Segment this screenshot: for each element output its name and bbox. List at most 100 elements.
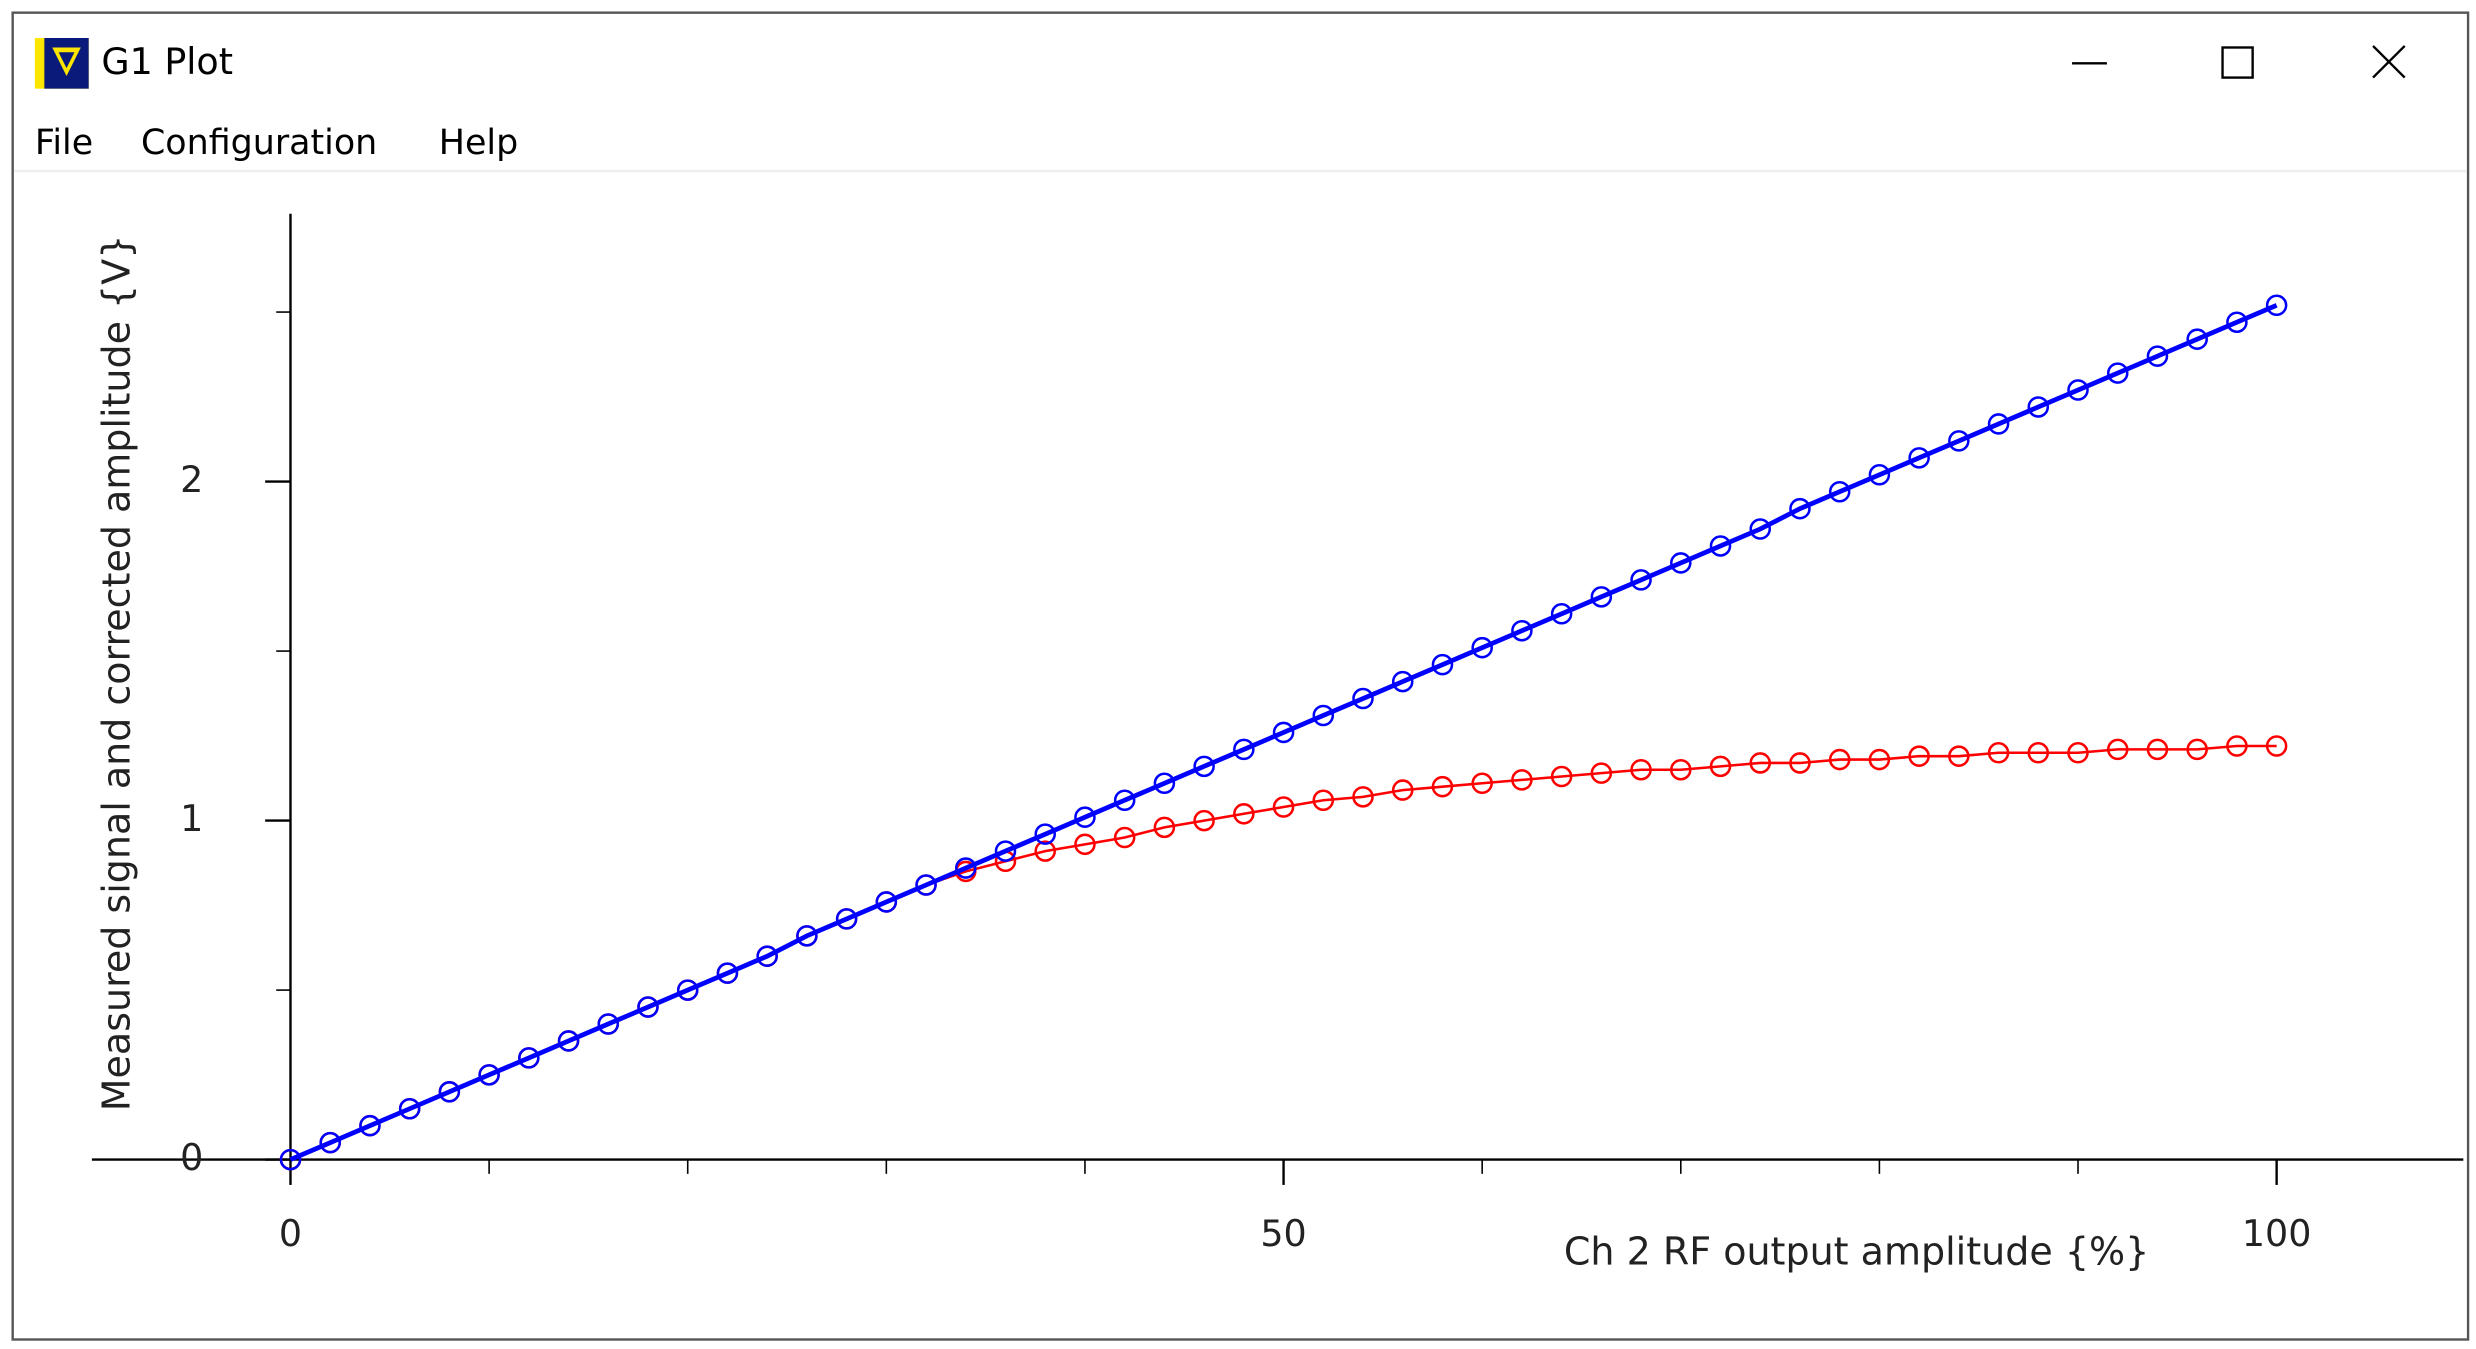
data-point — [1630, 758, 1652, 781]
data-point — [1471, 636, 1493, 659]
data-point — [756, 945, 778, 967]
data-point — [1233, 803, 1255, 825]
data-point — [1511, 619, 1533, 642]
data-point — [359, 1114, 381, 1137]
app-icon-glyph — [52, 47, 81, 76]
data-point — [1352, 786, 1374, 808]
data-point — [2067, 379, 2089, 401]
data-point — [2106, 362, 2129, 384]
data-point — [438, 1081, 461, 1103]
data-point — [1034, 840, 1056, 862]
data-point — [1868, 464, 1891, 486]
data-point — [2226, 311, 2248, 334]
data-point — [1193, 755, 1215, 778]
data-point — [1272, 721, 1295, 744]
data-point — [1233, 738, 1255, 761]
data-point — [2146, 738, 2169, 761]
data-point — [1670, 758, 1692, 781]
data-point — [1352, 687, 1374, 710]
data-point — [1391, 670, 1414, 693]
data-point — [1908, 447, 1930, 469]
y-tick-label: 0 — [180, 1136, 203, 1179]
x-axis-label: Ch 2 RF output amplitude {%} — [1564, 1230, 2149, 1274]
menu-item[interactable]: Help — [439, 123, 518, 163]
data-point — [1749, 752, 1772, 774]
data-point — [716, 962, 739, 984]
data-point — [1550, 765, 1573, 788]
data-point — [2265, 735, 2288, 757]
data-point — [1153, 816, 1176, 839]
data-point — [1948, 745, 1970, 767]
data-point — [2186, 328, 2208, 350]
data-point — [1987, 742, 2010, 764]
data-point — [2027, 396, 2050, 418]
data-point — [2265, 294, 2288, 317]
series-line — [289, 303, 2278, 1162]
window-frame — [11, 11, 2470, 1341]
data-point — [1193, 809, 1215, 832]
data-point — [1948, 430, 1970, 452]
data-point — [1590, 586, 1613, 608]
data-point — [398, 1097, 421, 1120]
data-point — [1312, 789, 1335, 812]
data-point — [1670, 552, 1692, 574]
data-point — [2226, 735, 2248, 757]
data-point — [1153, 772, 1176, 795]
data-point — [1034, 823, 1056, 845]
maximize-button[interactable] — [2221, 46, 2254, 79]
data-point — [1113, 826, 1136, 849]
y-axis-label: Measured signal and corrected amplitude … — [94, 235, 138, 1112]
data-point — [2146, 345, 2169, 367]
data-point — [2027, 742, 2050, 764]
y-tick-label: 2 — [180, 458, 203, 501]
data-point — [518, 1047, 540, 1069]
app-icon-inner — [44, 38, 89, 89]
data-point — [1987, 413, 2010, 435]
data-point — [1272, 796, 1295, 818]
y-tick-label: 1 — [180, 797, 203, 840]
data-point — [1709, 755, 1732, 778]
data-point — [597, 1013, 620, 1035]
close-button[interactable] — [2372, 45, 2406, 79]
data-point — [1391, 779, 1414, 801]
data-point — [637, 996, 659, 1018]
data-point — [796, 925, 818, 947]
data-point — [1550, 603, 1573, 625]
menu-item[interactable]: File — [35, 123, 93, 163]
data-point — [1868, 748, 1891, 771]
data-point — [676, 979, 699, 1001]
data-point — [2067, 742, 2089, 764]
x-tick-label: 0 — [279, 1212, 302, 1255]
data-point — [1789, 752, 1811, 774]
data-point — [478, 1064, 500, 1086]
data-point — [1431, 775, 1454, 798]
data-point — [994, 840, 1017, 862]
data-point — [279, 1148, 302, 1171]
x-tick-label: 50 — [1260, 1212, 1306, 1255]
data-point — [1074, 806, 1096, 828]
window-title: G1 Plot — [101, 40, 233, 83]
data-point — [1828, 748, 1851, 771]
data-point — [1789, 497, 1811, 520]
data-point — [1828, 480, 1851, 503]
data-point — [1630, 569, 1652, 591]
data-point — [1709, 535, 1732, 557]
data-point — [1590, 762, 1613, 784]
data-point — [1908, 745, 1930, 767]
data-point — [1074, 833, 1096, 856]
data-point — [557, 1030, 580, 1052]
data-point — [2186, 738, 2208, 761]
menu-item[interactable]: Configuration — [141, 123, 377, 163]
data-point — [915, 874, 937, 896]
data-point — [319, 1131, 341, 1154]
data-point — [2106, 738, 2129, 761]
data-point — [835, 908, 858, 930]
data-point — [1312, 704, 1335, 727]
data-point — [875, 891, 898, 913]
data-point — [1471, 772, 1493, 795]
data-point — [1431, 653, 1454, 676]
data-point — [1749, 518, 1772, 540]
data-point — [955, 857, 977, 879]
